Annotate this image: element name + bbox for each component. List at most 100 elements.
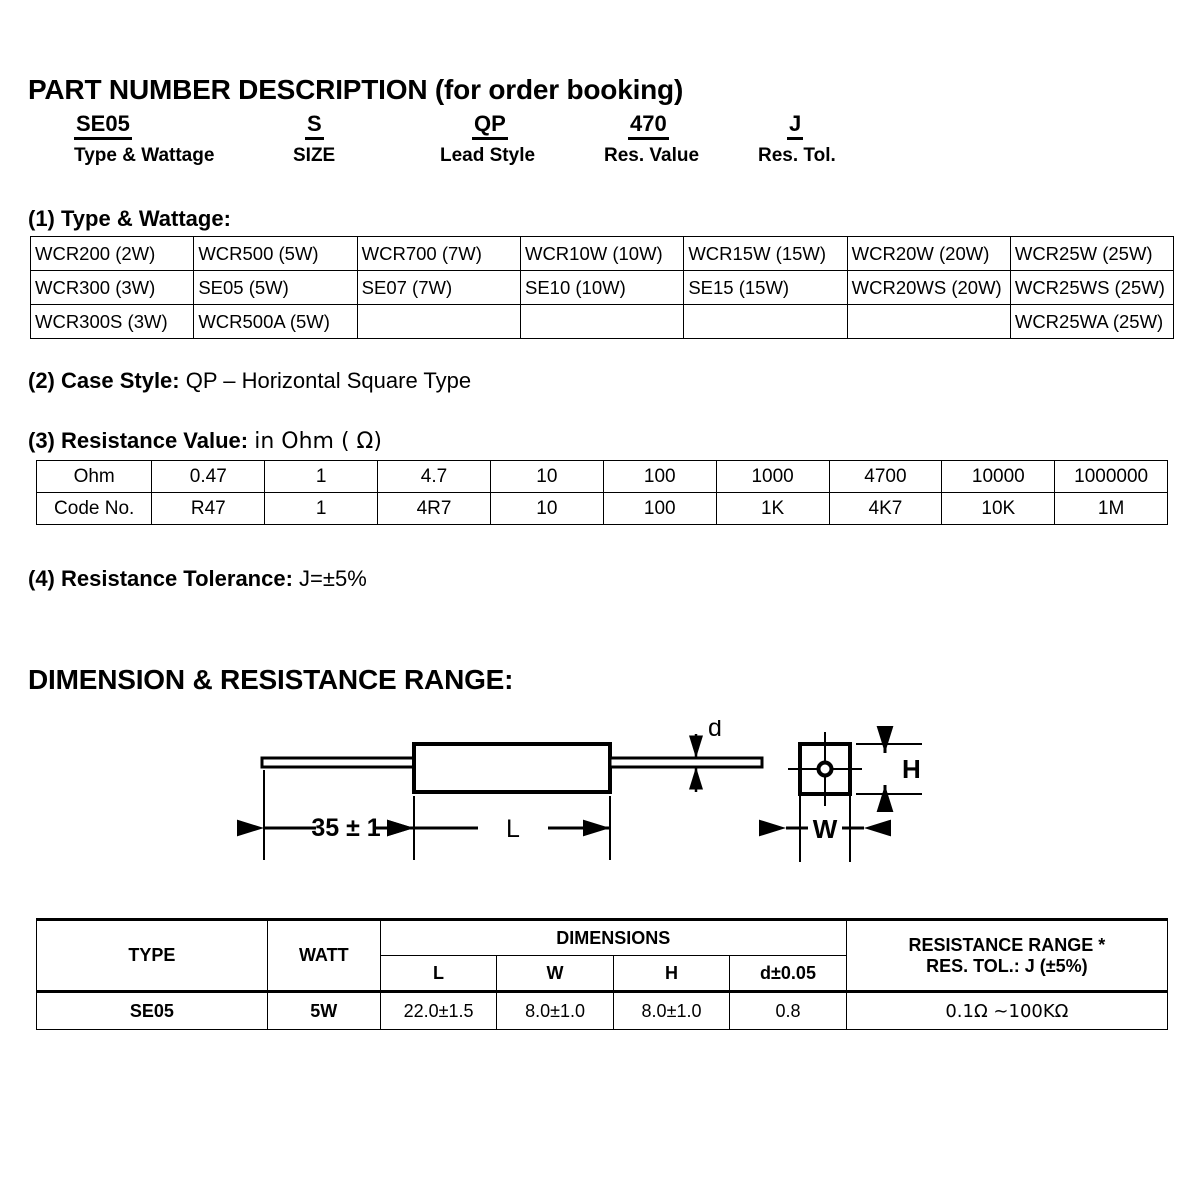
column-header-dimensions: DIMENSIONS [379,918,847,956]
cell-width: 8.0±1.0 [496,990,614,1030]
lead-diameter-label: d [708,720,722,742]
table-cell: SE07 (7W) [356,270,521,305]
table-cell: 4.7 [377,460,491,493]
resistor-body [412,742,612,794]
table-cell: WCR10W (10W) [519,236,685,271]
table-cell: 4700 [828,460,943,493]
right-lead [608,756,764,769]
part-number-label-res-tol: Res. Tol. [758,145,836,166]
resistor-dimension-drawing: 35 ± 1 L d H [230,714,950,900]
case-style-line: (2) Case Style: QP – Horizontal Square T… [28,368,471,394]
table-cell: WCR500 (5W) [193,236,358,271]
cell-length: 22.0±1.5 [379,990,498,1030]
resistance-range-line2: RES. TOL.: J (±5%) [926,955,1088,976]
table-cell: WCR700 (7W) [356,236,521,271]
table-cell: 1M [1054,492,1168,525]
cell-watt: 5W [266,990,381,1030]
column-header-resistance-range: RESISTANCE RANGE * RES. TOL.: J (±5%) [845,918,1169,992]
table-cell [356,304,521,339]
table-cell: 10 [489,492,604,525]
part-number-code-res-tol: J [787,112,804,140]
table-cell: 1000000 [1054,460,1168,493]
part-number-label-res-value: Res. Value [604,145,700,166]
table-cell: 4R7 [377,492,491,525]
body-length-label: L [506,815,520,843]
left-lead [260,756,416,769]
case-style-label: (2) Case Style: [28,368,180,393]
resistance-value-line: (3) Resistance Value: in Ohm ( Ω) [28,428,382,454]
cell-type: SE05 [36,990,268,1030]
table-cell: 0.47 [151,460,266,493]
cell-lead-diameter: 0.8 [729,990,847,1030]
column-header-watt: WATT [266,918,381,992]
part-number-segment-lead-style: QP Lead Style [440,112,535,167]
table-cell: WCR500A (5W) [193,304,358,339]
part-number-code-type-wattage: SE05 [74,112,132,140]
table-cell: SE10 (10W) [519,270,685,305]
part-number-code-lead-style: QP [472,112,508,140]
table-cell: 1 [264,460,379,493]
table-header-row: TYPE WATT DIMENSIONS RESISTANCE RANGE * … [36,918,1169,992]
resistance-tolerance-line: (4) Resistance Tolerance: J=±5% [28,566,367,592]
table-cell [683,304,848,339]
table-cell: WCR25WA (25W) [1009,304,1175,339]
column-header-h: H [612,955,731,992]
table-row: WCR300 (3W) SE05 (5W) SE07 (7W) SE10 (10… [29,270,1175,305]
type-wattage-table: WCR200 (2W) WCR500 (5W) WCR700 (7W) WCR1… [29,236,1175,339]
table-cell: Code No. [35,492,153,525]
cell-height: 8.0±1.0 [612,990,731,1030]
table-cell: 1000 [715,460,830,493]
table-cell: WCR25WS (25W) [1009,270,1175,305]
part-number-code-size: S [305,112,324,140]
table-cell: 4K7 [828,492,943,525]
column-header-l: L [379,955,498,992]
resistance-range-line1: RESISTANCE RANGE * [908,934,1106,955]
part-number-label-lead-style: Lead Style [440,145,536,166]
table-row: WCR200 (2W) WCR500 (5W) WCR700 (7W) WCR1… [29,236,1175,271]
column-header-type: TYPE [36,918,268,992]
part-number-segment-size: S SIZE [293,112,335,167]
case-style-value: QP – Horizontal Square Type [185,368,472,393]
cell-resistance-range: 0.1Ω ~100KΩ [845,990,1169,1030]
table-row: SE05 5W 22.0±1.5 8.0±1.0 8.0±1.0 0.8 0.1… [36,990,1169,1030]
table-cell: 10000 [941,460,1056,493]
table-row: WCR300S (3W) WCR500A (5W) WCR25WA (25W) [29,304,1175,339]
part-number-segment-res-tol: J Res. Tol. [758,112,836,167]
lead-length-label: 35 ± 1 [311,814,380,842]
part-number-description-heading: PART NUMBER DESCRIPTION (for order booki… [28,74,684,105]
part-number-segment-type-wattage: SE05 Type & Wattage [74,112,214,167]
table-cell: 100 [602,492,717,525]
table-cell: WCR25W (25W) [1009,236,1175,271]
table-row: Code No. R47 1 4R7 10 100 1K 4K7 10K 1M [35,492,1168,525]
lead-hole [816,760,834,778]
table-cell: 1K [715,492,830,525]
table-cell: Ohm [35,460,153,493]
table-cell: WCR300 (3W) [29,270,195,305]
table-cell: WCR15W (15W) [683,236,848,271]
part-number-code-res-value: 470 [628,112,669,140]
table-cell: 100 [602,460,717,493]
part-number-breakdown: SE05 Type & Wattage S SIZE QP Lead Style… [28,112,1168,174]
table-cell: SE05 (5W) [193,270,358,305]
table-cell: 10K [941,492,1056,525]
table-cell: SE15 (15W) [683,270,848,305]
height-label: H [902,754,921,784]
table-cell: WCR20WS (20W) [846,270,1011,305]
table-cell: WCR300S (3W) [29,304,195,339]
table-row: Ohm 0.47 1 4.7 10 100 1000 4700 10000 10… [35,460,1168,493]
table-cell [846,304,1011,339]
table-cell: R47 [151,492,266,525]
table-cell: 10 [489,460,604,493]
width-label: W [813,814,838,844]
part-number-label-size: SIZE [293,145,336,166]
table-cell: WCR200 (2W) [29,236,195,271]
part-number-segment-res-value: 470 Res. Value [604,112,699,167]
type-wattage-heading: (1) Type & Wattage: [28,206,231,231]
resistance-value-label: (3) Resistance Value: [28,428,249,453]
resistance-tolerance-label: (4) Resistance Tolerance: [28,566,293,591]
resistance-value-unit: in Ohm ( Ω) [254,429,382,454]
dimension-resistance-range-table: TYPE WATT DIMENSIONS RESISTANCE RANGE * … [36,918,1169,1030]
column-header-w: W [496,955,614,992]
resistance-value-table: Ohm 0.47 1 4.7 10 100 1000 4700 10000 10… [35,460,1168,525]
